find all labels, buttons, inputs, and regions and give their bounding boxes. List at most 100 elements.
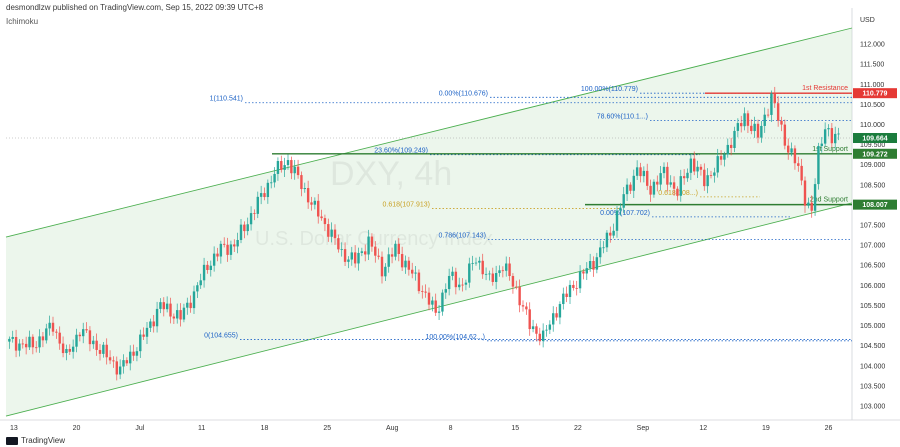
candle-body [595, 257, 599, 270]
candle-body [615, 210, 619, 231]
candle-body [149, 321, 152, 328]
candle-body [142, 334, 145, 337]
channel-upper-line [5, 27, 853, 238]
price-tick-label: 103.500 [860, 383, 885, 390]
candle-body [568, 284, 572, 298]
time-tick-label: 8 [449, 425, 453, 432]
candle-body [770, 93, 773, 115]
candle-body [803, 180, 807, 206]
candle-body [374, 246, 377, 256]
candle-body [283, 165, 286, 170]
candle-body [484, 273, 488, 275]
candle-body [807, 202, 810, 206]
candle-body [437, 311, 441, 313]
currency-label: USD [860, 17, 875, 24]
candle-body [746, 113, 750, 126]
candle-body [417, 272, 421, 292]
price-tick-label: 111.500 [860, 62, 884, 69]
candle-body [756, 123, 760, 138]
candle-body [236, 239, 239, 247]
candle-body [736, 123, 740, 131]
candle-body [337, 238, 340, 250]
candle-body [233, 244, 236, 247]
candle-body [8, 338, 11, 342]
candle-body [743, 113, 746, 127]
candle-body [246, 224, 249, 232]
fib-level-label: 100.00%(104.62...) [425, 334, 485, 341]
candle-body [82, 329, 85, 337]
candle-body [51, 322, 55, 332]
candle-body [773, 93, 776, 104]
time-tick-label: Sep [637, 425, 650, 432]
candle-body [192, 291, 196, 309]
time-tick-label: 19 [762, 425, 770, 432]
candle-body [219, 243, 223, 257]
candle-body [61, 343, 65, 354]
candle-body [28, 336, 31, 348]
candle-body [327, 224, 330, 237]
fib-level-label: 0.00%(107.702) [600, 210, 650, 217]
time-tick-label: 11 [198, 425, 205, 432]
candle-body [740, 123, 743, 127]
time-tick-label: 12 [699, 425, 707, 432]
candle-body [713, 172, 716, 176]
candle-body [592, 261, 595, 270]
candle-body [478, 260, 481, 263]
candle-body [491, 273, 494, 282]
sr-level-label: 1st Support [812, 146, 848, 153]
candle-body [535, 326, 538, 334]
candle-body [669, 182, 672, 185]
candle-body [14, 336, 18, 351]
watermark-name: U.S. Dollar Currency Index [255, 228, 493, 250]
candle-body [679, 176, 682, 196]
price-tick-label: 108.500 [860, 182, 885, 189]
candle-body [763, 114, 766, 126]
candle-body [481, 260, 484, 275]
time-tick-label: 26 [825, 425, 833, 432]
candle-body [169, 303, 172, 317]
candle-body [229, 244, 233, 255]
price-tick-label: 106.500 [860, 263, 885, 270]
candle-body [830, 128, 834, 144]
candle-body [102, 344, 105, 354]
sr-level-label: 1st Resistance [802, 85, 848, 92]
candle-body [390, 254, 394, 257]
price-tag [853, 88, 897, 99]
candle-body [293, 166, 296, 174]
candle-body [135, 351, 139, 356]
candle-body [65, 348, 68, 354]
candle-body [505, 263, 508, 271]
candle-body [196, 285, 199, 292]
candle-body [122, 360, 125, 367]
candle-body [431, 300, 434, 305]
candle-body [226, 244, 229, 255]
candle-body [441, 292, 444, 312]
candle-body [525, 306, 528, 310]
candle-body [155, 308, 159, 327]
candle-body [555, 313, 558, 318]
price-tick-label: 107.500 [860, 223, 885, 230]
candle-body [159, 302, 162, 309]
candle-body [434, 300, 437, 313]
fib-level-label: 0(104.655) [204, 332, 238, 339]
candle-body [209, 265, 212, 270]
time-tick-label: 18 [261, 425, 269, 432]
candle-body [296, 166, 300, 176]
indicator-label[interactable]: Ichimoku [6, 17, 39, 26]
candle-body [474, 262, 478, 264]
candle-body [451, 271, 454, 276]
price-tick-label: 110.000 [860, 122, 885, 129]
candle-body [68, 348, 71, 352]
candle-body [18, 343, 21, 351]
candle-body [454, 271, 458, 288]
candle-body [609, 232, 612, 236]
candle-body [320, 216, 323, 219]
candle-body [575, 287, 578, 289]
candle-body [780, 120, 783, 125]
fib-level-label: 0.786(107.143) [439, 232, 486, 239]
candle-body [92, 340, 95, 345]
candle-body [239, 224, 243, 240]
candle-body [545, 329, 548, 331]
candle-body [333, 229, 337, 239]
